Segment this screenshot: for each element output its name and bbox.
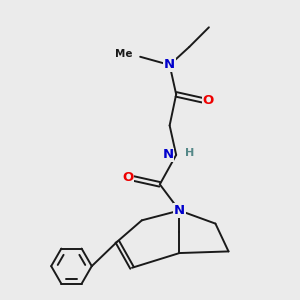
Text: H: H bbox=[185, 148, 195, 158]
Text: N: N bbox=[162, 148, 174, 161]
Text: Me: Me bbox=[116, 50, 133, 59]
Text: O: O bbox=[202, 94, 214, 107]
Text: O: O bbox=[122, 171, 134, 184]
Text: N: N bbox=[174, 204, 185, 217]
Text: N: N bbox=[164, 58, 175, 71]
